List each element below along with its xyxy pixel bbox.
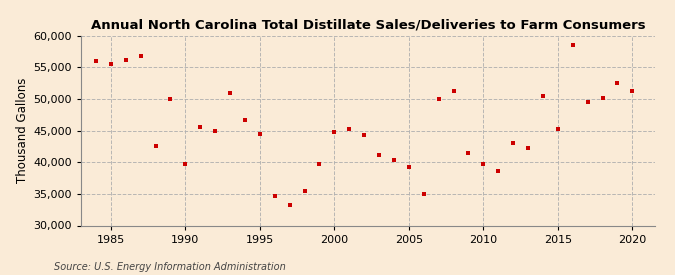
Point (522, 146, 533, 150)
Point (120, 58, 131, 63)
Point (314, 162, 325, 166)
Point (165, 97, 176, 101)
Point (552, 126, 563, 131)
Point (478, 161, 489, 166)
Point (135, 54, 146, 58)
Point (358, 133, 369, 137)
Point (269, 194, 280, 198)
Title: Annual North Carolina Total Distillate Sales/Deliveries to Farm Consumers: Annual North Carolina Total Distillate S… (90, 19, 645, 32)
Point (493, 169, 504, 173)
Point (612, 81, 623, 85)
Point (90, 59, 101, 63)
Point (448, 89, 459, 94)
Point (254, 132, 265, 137)
Point (344, 126, 354, 131)
Point (150, 144, 161, 148)
Point (597, 95, 608, 100)
Point (299, 189, 310, 193)
Point (180, 162, 191, 166)
Point (105, 62, 116, 67)
Y-axis label: Thousand Gallons: Thousand Gallons (16, 78, 29, 183)
Point (329, 130, 340, 134)
Text: Source: U.S. Energy Information Administration: Source: U.S. Energy Information Administ… (54, 262, 286, 272)
Point (537, 94, 548, 98)
Point (583, 100, 593, 104)
Point (627, 89, 638, 94)
Point (240, 118, 250, 122)
Point (508, 141, 518, 145)
Point (284, 203, 295, 207)
Point (374, 152, 385, 157)
Point (433, 97, 444, 101)
Point (404, 165, 414, 169)
Point (210, 128, 221, 133)
Point (389, 158, 400, 163)
Point (418, 192, 429, 196)
Point (225, 90, 236, 95)
Point (195, 125, 206, 130)
Point (463, 150, 474, 155)
Point (568, 43, 578, 48)
